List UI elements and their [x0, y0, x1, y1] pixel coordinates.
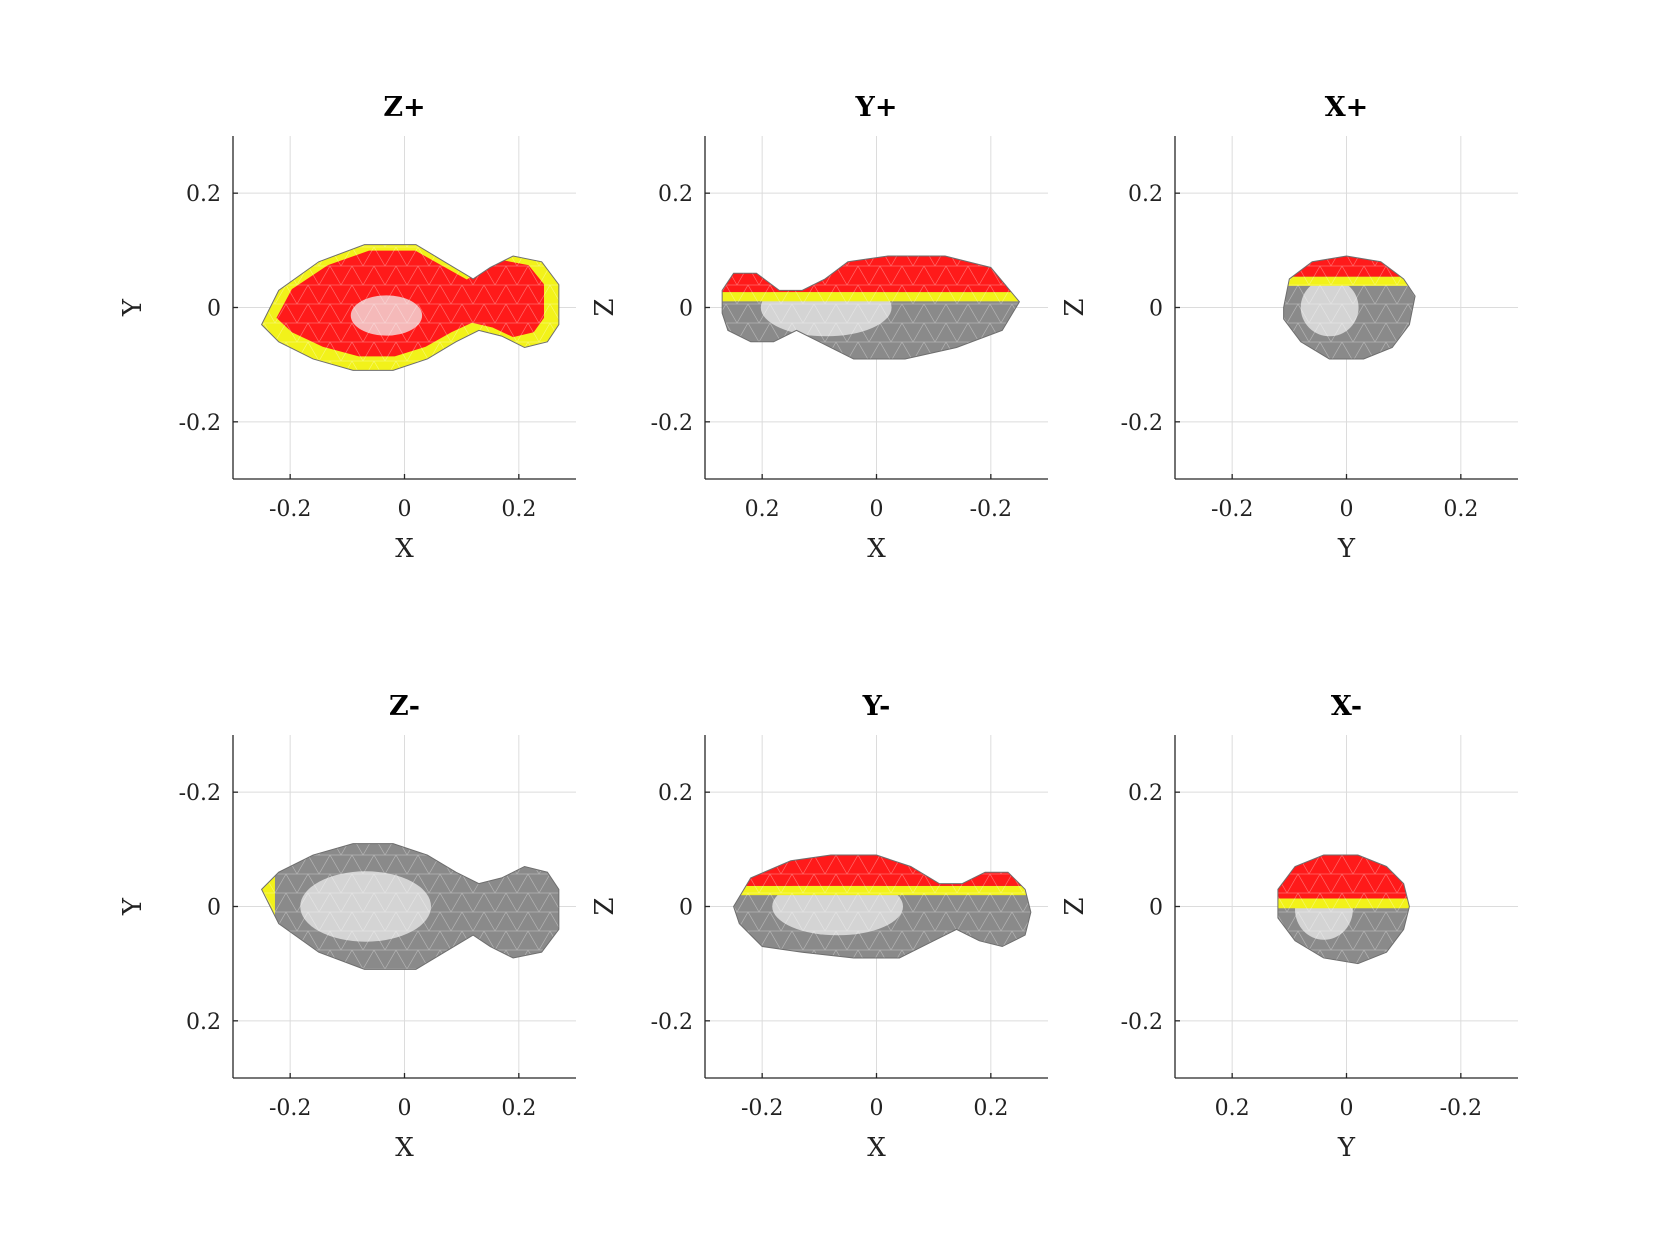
- y-tick-label: 0.2: [186, 1010, 221, 1035]
- x-tick-label: 0.2: [501, 1096, 536, 1121]
- y-tick-label: 0: [207, 297, 221, 322]
- y-tick-label: 0.2: [1128, 182, 1163, 207]
- body-illumination: [1283, 256, 1416, 359]
- panel-0: -0.2 0 0.2 -0.2 0 0.2 Z+ X Y: [118, 92, 576, 564]
- body-outline: [733, 854, 1032, 959]
- panel-title: Z+: [383, 92, 425, 123]
- x-tick-label: 0.2: [1443, 497, 1478, 522]
- y-tick-label: 0: [1149, 896, 1163, 921]
- panel-title: Y-: [862, 691, 891, 722]
- x-tick-label: -0.2: [741, 1096, 783, 1121]
- x-tick-label: 0.2: [973, 1096, 1008, 1121]
- body-illumination: [261, 843, 559, 970]
- panel-3: -0.2 0 0.2 -0.2 0 0.2 Z- X Y: [118, 691, 576, 1163]
- x-tick-label: -0.2: [1211, 497, 1253, 522]
- mesh-overlay: [722, 256, 1020, 359]
- x-tick-label: 0.2: [501, 497, 536, 522]
- body-outline: [1277, 854, 1410, 965]
- body-outline: [721, 255, 1021, 360]
- body-outline: [260, 843, 560, 970]
- body-outline: [260, 244, 560, 371]
- x-axis-label: Y: [1337, 1133, 1356, 1163]
- panel-4: -0.2 0 0.2 -0.2 0 0.2 Y- X Z: [590, 691, 1048, 1163]
- panel-title: Z-: [389, 691, 420, 722]
- panel-1: 0.2 0 -0.2 -0.2 0 0.2 Y+ X Z: [590, 92, 1048, 564]
- y-axis-label: Y: [118, 298, 148, 317]
- y-tick-label: 0: [679, 896, 693, 921]
- y-axis-label: Z: [590, 897, 620, 915]
- y-tick-label: 0.2: [658, 781, 693, 806]
- y-tick-label: -0.2: [1121, 1010, 1163, 1035]
- panel-5: 0.2 0 -0.2 -0.2 0 0.2 X- Y Z: [1060, 691, 1518, 1163]
- x-tick-label: 0: [870, 497, 884, 522]
- x-tick-label: -0.2: [269, 497, 311, 522]
- x-tick-label: -0.2: [970, 497, 1012, 522]
- x-axis-label: X: [867, 534, 886, 564]
- x-tick-label: 0: [1340, 1096, 1354, 1121]
- mesh-overlay: [261, 244, 559, 371]
- y-tick-label: -0.2: [1121, 411, 1163, 436]
- y-tick-label: -0.2: [179, 781, 221, 806]
- y-tick-label: 0.2: [658, 182, 693, 207]
- x-tick-label: 0.2: [745, 497, 780, 522]
- panel-title: X-: [1331, 691, 1362, 722]
- x-tick-label: 0: [1340, 497, 1354, 522]
- x-axis-label: X: [395, 534, 414, 564]
- x-tick-label: 0.2: [1215, 1096, 1250, 1121]
- y-tick-label: -0.2: [651, 411, 693, 436]
- body-illumination: [722, 256, 1020, 359]
- mesh-overlay: [261, 843, 559, 970]
- y-tick-label: -0.2: [179, 411, 221, 436]
- y-tick-label: 0.2: [186, 182, 221, 207]
- x-axis-label: X: [867, 1133, 886, 1163]
- panel-2: -0.2 0 0.2 -0.2 0 0.2 X+ Y Z: [1060, 92, 1518, 564]
- y-tick-label: 0: [1149, 297, 1163, 322]
- y-axis-label: Y: [118, 897, 148, 916]
- x-axis-label: X: [395, 1133, 414, 1163]
- y-tick-label: 0.2: [1128, 781, 1163, 806]
- x-tick-label: 0: [398, 497, 412, 522]
- x-tick-label: 0: [398, 1096, 412, 1121]
- panel-title: Y+: [855, 92, 898, 123]
- y-tick-label: 0: [207, 896, 221, 921]
- mesh-overlay: [1283, 256, 1416, 359]
- x-tick-label: -0.2: [1440, 1096, 1482, 1121]
- y-axis-label: Z: [1060, 298, 1090, 316]
- x-tick-label: 0: [870, 1096, 884, 1121]
- y-axis-label: Z: [1060, 897, 1090, 915]
- x-axis-label: Y: [1337, 534, 1356, 564]
- body-illumination: [261, 244, 559, 371]
- body-outline: [1283, 255, 1416, 360]
- y-axis-label: Z: [590, 298, 620, 316]
- y-tick-label: 0: [679, 297, 693, 322]
- y-tick-label: -0.2: [651, 1010, 693, 1035]
- x-tick-label: -0.2: [269, 1096, 311, 1121]
- body-illumination: [1277, 855, 1410, 964]
- panel-title: X+: [1325, 92, 1369, 123]
